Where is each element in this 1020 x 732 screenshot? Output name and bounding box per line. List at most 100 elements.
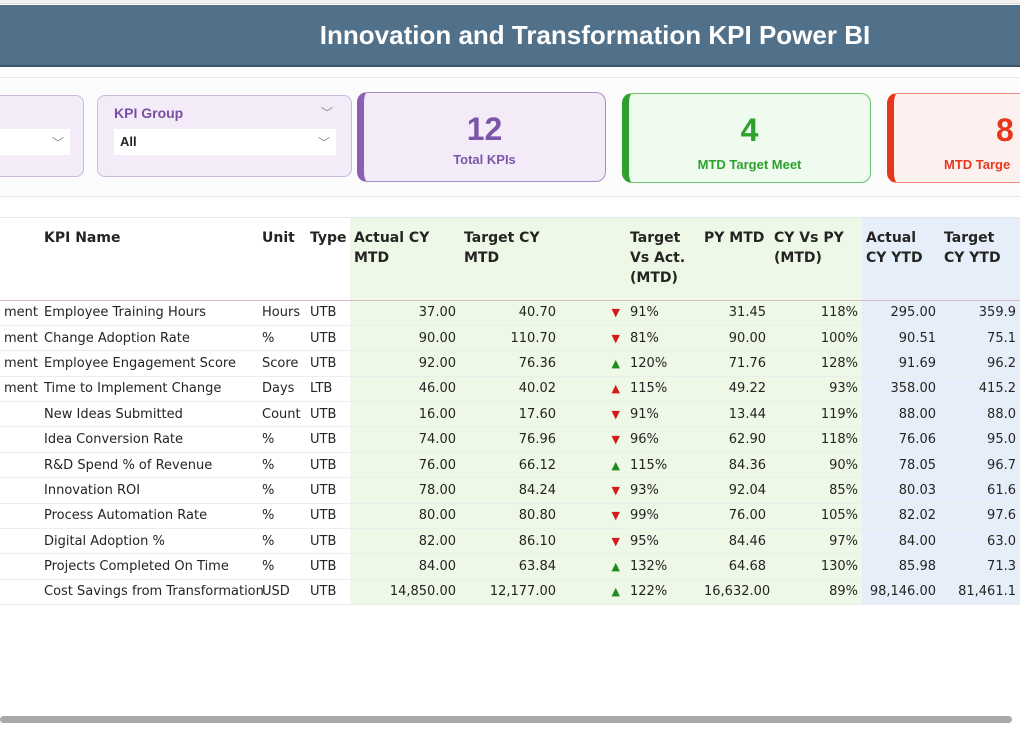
arrow-down-red-icon: ▼	[560, 426, 626, 453]
cell-actual-cy-mtd: 46.00	[350, 376, 460, 403]
cell-actual-cy-ytd: 84.00	[862, 528, 940, 555]
kpi-group-dropdown[interactable]: All	[114, 129, 336, 155]
horizontal-scrollbar[interactable]	[0, 716, 1012, 723]
cell-actual-cy-mtd: 78.00	[350, 477, 460, 504]
cell-py-mtd: 90.00	[700, 325, 770, 352]
cell-unit: %	[258, 426, 306, 453]
triangle-up-icon: ▲	[611, 382, 620, 396]
cell-target-vs-act-mtd: 81%	[626, 325, 700, 352]
cell-actual-cy-mtd: 80.00	[350, 503, 460, 530]
cell-type: UTB	[306, 401, 350, 428]
cell-cy-vs-py-mtd: 130%	[770, 553, 862, 580]
cell-target-cy-ytd: 95.0	[940, 426, 1020, 453]
cell-unit: USD	[258, 579, 306, 606]
table-row[interactable]: Cost Savings from Transformation USD UTB 14…	[0, 579, 1020, 606]
slicer-clipped-dropdown[interactable]	[0, 129, 70, 155]
column-header-target-vs-act-mtd[interactable]: Target Vs Act. (MTD)	[626, 218, 700, 301]
cell-cy-vs-py-mtd: 100%	[770, 325, 862, 352]
arrow-up-red-icon: ▲	[560, 376, 626, 403]
cell-target-cy-ytd: 71.3	[940, 553, 1020, 580]
column-header-status-arrow[interactable]	[560, 218, 626, 301]
cell-py-mtd: 49.22	[700, 376, 770, 403]
cell-actual-cy-ytd: 295.00	[862, 300, 940, 326]
cell-cy-vs-py-mtd: 118%	[770, 426, 862, 453]
table-row[interactable]: ment Time to Implement Change Days LTB 46.00…	[0, 376, 1020, 403]
cell-target-vs-act-mtd: 99%	[626, 503, 700, 530]
column-header-target-cy-ytd[interactable]: Target CY YTD	[940, 218, 1020, 301]
cell-target-cy-mtd: 86.10	[460, 528, 560, 555]
triangle-down-icon: ▼	[611, 306, 620, 320]
cell-kpi-group	[0, 401, 40, 428]
column-header-target-cy-mtd[interactable]: Target CY MTD	[460, 218, 560, 301]
cell-type: UTB	[306, 503, 350, 530]
table-row[interactable]: ment Employee Training Hours Hours UTB 37.00…	[0, 300, 1020, 326]
cell-target-vs-act-mtd: 122%	[626, 579, 700, 606]
table-row[interactable]: Idea Conversion Rate% UTB 74.00 76.96 ▼ 96% 62…	[0, 426, 1020, 453]
card-total-kpis: 12 Total KPIs	[357, 92, 606, 182]
cell-actual-cy-ytd: 358.00	[862, 376, 940, 403]
cell-cy-vs-py-mtd: 97%	[770, 528, 862, 555]
cell-actual-cy-ytd: 98,146.00	[862, 579, 940, 606]
column-header-kpi-group[interactable]	[0, 218, 40, 301]
cell-target-vs-act-mtd: 95%	[626, 528, 700, 555]
cell-kpi-name: Process Automation Rate	[40, 503, 258, 530]
cell-kpi-name: Cost Savings from Transformation	[40, 579, 264, 606]
table-row[interactable]: ment Change Adoption Rate% UTB 90.00 110.70 ▼…	[0, 325, 1020, 352]
triangle-down-icon: ▼	[611, 331, 620, 345]
table-row[interactable]: ment Employee Engagement Score Score UTB 92.…	[0, 350, 1020, 377]
cell-actual-cy-ytd: 91.69	[862, 350, 940, 377]
cell-type: UTB	[306, 350, 350, 377]
table-row[interactable]: Digital Adoption %% UTB 82.00 86.10 ▼ 95% 84.4…	[0, 528, 1020, 555]
table-row[interactable]: Process Automation Rate% UTB 80.00 80.80 ▼ 99…	[0, 503, 1020, 530]
cell-py-mtd: 31.45	[700, 300, 770, 326]
table-row[interactable]: Projects Completed On Time% UTB 84.00 63.84…	[0, 553, 1020, 580]
column-header-py-mtd[interactable]: PY MTD	[700, 218, 770, 301]
column-header-unit[interactable]: Unit	[258, 218, 306, 301]
triangle-down-icon: ▼	[611, 534, 620, 548]
column-header-kpi-name[interactable]: KPI Name	[40, 218, 258, 301]
column-header-actual-cy-ytd[interactable]: Actual CY YTD	[862, 218, 940, 301]
cell-kpi-name: Employee Training Hours	[40, 300, 258, 326]
cell-actual-cy-ytd: 82.02	[862, 503, 940, 530]
arrow-down-red-icon: ▼	[560, 528, 626, 555]
cell-py-mtd: 92.04	[700, 477, 770, 504]
cell-cy-vs-py-mtd: 119%	[770, 401, 862, 428]
cell-actual-cy-mtd: 82.00	[350, 528, 460, 555]
cell-actual-cy-mtd: 74.00	[350, 426, 460, 453]
cell-target-vs-act-mtd: 115%	[626, 376, 700, 403]
table-row[interactable]: R&D Spend % of Revenue% UTB 76.00 66.12 ▲ 115…	[0, 452, 1020, 479]
cell-actual-cy-ytd: 90.51	[862, 325, 940, 352]
slicer-kpi-group[interactable]: KPI Group ﹀ All ﹀	[97, 95, 352, 177]
triangle-down-icon: ▼	[611, 407, 620, 421]
cell-py-mtd: 64.68	[700, 553, 770, 580]
triangle-up-icon: ▲	[611, 585, 620, 599]
table-row[interactable]: New Ideas Submitted Count UTB 16.00 17.60 ▼ 91…	[0, 401, 1020, 428]
chevron-down-icon[interactable]: ﹀	[321, 106, 334, 120]
cell-cy-vs-py-mtd: 118%	[770, 300, 862, 326]
card-mtd-target-missed: 8 MTD Targe	[887, 93, 1020, 183]
cell-kpi-group	[0, 452, 40, 479]
cell-target-cy-ytd: 75.1	[940, 325, 1020, 352]
column-header-type[interactable]: Type	[306, 218, 350, 301]
cell-cy-vs-py-mtd: 90%	[770, 452, 862, 479]
triangle-up-icon: ▲	[611, 356, 620, 370]
column-header-actual-cy-mtd[interactable]: Actual CY MTD	[350, 218, 460, 301]
cell-kpi-name: Idea Conversion Rate	[40, 426, 258, 453]
cell-target-cy-mtd: 76.36	[460, 350, 560, 377]
cell-kpi-name: Digital Adoption %	[40, 528, 258, 555]
chevron-down-icon[interactable]: ﹀	[52, 136, 65, 150]
cell-target-cy-mtd: 12,177.00	[460, 579, 560, 606]
slicer-label: KPI Group	[114, 105, 184, 121]
column-header-cy-vs-py-mtd[interactable]: CY Vs PY (MTD)	[770, 218, 862, 301]
cell-actual-cy-ytd: 78.05	[862, 452, 940, 479]
chevron-down-icon[interactable]: ﹀	[318, 136, 331, 150]
cell-target-vs-act-mtd: 132%	[626, 553, 700, 580]
table-row[interactable]: Innovation ROI% UTB 78.00 84.24 ▼ 93% 92.04 85%…	[0, 477, 1020, 504]
cell-target-vs-act-mtd: 91%	[626, 401, 700, 428]
slicer-clipped[interactable]: ﹀	[0, 95, 84, 177]
cell-kpi-group: ment	[0, 350, 40, 377]
cell-cy-vs-py-mtd: 105%	[770, 503, 862, 530]
cell-kpi-name: R&D Spend % of Revenue	[40, 452, 258, 479]
cell-kpi-group: ment	[0, 300, 40, 326]
cell-target-vs-act-mtd: 93%	[626, 477, 700, 504]
